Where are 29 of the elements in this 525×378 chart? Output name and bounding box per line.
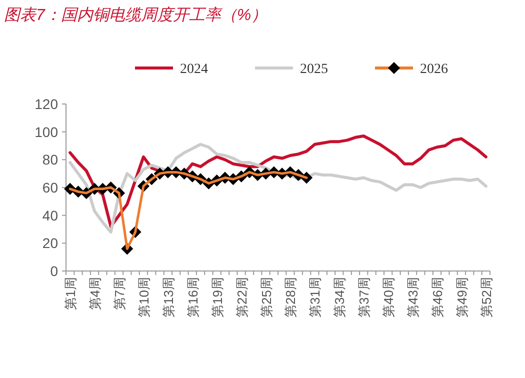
y-tick-label: 100: [34, 124, 58, 140]
x-tick-label: 第22周: [234, 277, 250, 318]
x-tick-label: 第49周: [454, 277, 470, 318]
x-tick-label: 第34周: [332, 277, 348, 318]
x-tick-label: 第19周: [210, 277, 225, 318]
legend-label: 2025: [300, 62, 328, 77]
y-tick-label: 80: [42, 152, 58, 168]
y-tick-label: 0: [50, 263, 58, 279]
y-tick-label: 60: [42, 180, 58, 196]
x-tick-label: 第52周: [478, 277, 494, 318]
y-tick-label: 120: [34, 96, 58, 112]
y-tick-label: 20: [42, 235, 58, 252]
x-tick-label: 第31周: [308, 277, 323, 318]
x-tick-label: 第10周: [136, 277, 152, 318]
x-tick-label: 第28周: [283, 277, 298, 318]
x-tick-label: 第46周: [430, 277, 445, 318]
legend-label: 2026: [420, 62, 448, 77]
chart-title: 图表7：国内铜电缆周度开工率（%）: [4, 6, 268, 24]
x-tick-label: 第25周: [258, 277, 274, 318]
x-tick-label: 第40周: [381, 277, 396, 318]
x-tick-label: 第7周: [112, 277, 127, 310]
x-tick-label: 第13周: [160, 277, 176, 318]
x-tick-label: 第37周: [356, 277, 372, 318]
legend-label: 2024: [180, 62, 208, 77]
x-tick-label: 第16周: [185, 277, 200, 318]
x-tick-label: 第43周: [406, 277, 421, 318]
y-tick-label: 40: [42, 207, 58, 224]
x-tick-label: 第1周: [63, 277, 78, 310]
x-tick-label: 第4周: [88, 277, 103, 310]
